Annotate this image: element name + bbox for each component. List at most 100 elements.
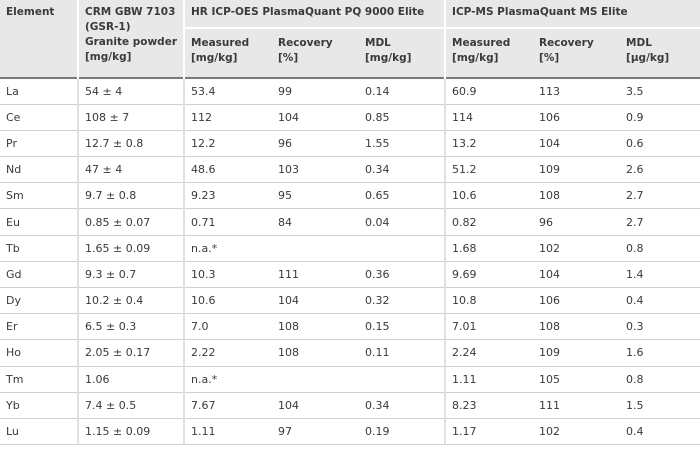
cell-crm-value: 47 ± 4: [78, 156, 185, 184]
cell-oes-recovery: 95: [272, 182, 359, 210]
cell-ms-recovery: 106: [533, 287, 621, 315]
col-header-ms-recovery: Recovery [%]: [533, 28, 621, 78]
cell-oes-recovery: [272, 366, 359, 393]
cell-ms-mdl: 0.6: [620, 130, 700, 158]
ms-mdl-unit: [µg/kg]: [626, 52, 670, 64]
group-header-ms-label: ICP-MS PlasmaQuant MS Elite: [452, 6, 628, 18]
cell-oes-measured: 0.71: [184, 208, 272, 236]
cell-ms-recovery: 106: [533, 104, 621, 131]
group-header-oes: HR ICP-OES PlasmaQuant PQ 9000 Elite: [184, 0, 447, 29]
cell-ms-measured: 9.69: [445, 261, 534, 289]
table-row: Gd 9.3 ± 0.7 10.3 111 0.36 9.69 104 1.4: [0, 261, 700, 289]
cell-ms-mdl: 2.6: [620, 156, 700, 184]
cell-oes-mdl: 0.19: [359, 418, 447, 446]
cell-ms-mdl: 0.4: [620, 418, 700, 446]
table-row: Dy 10.2 ± 0.4 10.6 104 0.32 10.8 106 0.4: [0, 287, 700, 315]
cell-oes-recovery: 99: [272, 76, 359, 105]
cell-oes-mdl: 0.14: [359, 76, 447, 105]
cell-element: Pr: [0, 130, 79, 158]
cell-crm-value: 1.06: [78, 366, 185, 393]
col-header-ms-mdl: MDL [µg/kg]: [620, 28, 700, 78]
oes-recovery-label: Recovery: [278, 37, 333, 49]
oes-measured-label: Measured: [191, 37, 250, 49]
cell-crm-value: 9.7 ± 0.8: [78, 182, 185, 210]
cell-ms-measured: 13.2: [445, 130, 534, 158]
cell-element: Er: [0, 313, 79, 341]
table-row: Ho 2.05 ± 0.17 2.22 108 0.11 2.24 109 1.6: [0, 339, 700, 367]
cell-ms-measured: 1.11: [445, 366, 534, 393]
cell-ms-mdl: 0.8: [620, 366, 700, 393]
cell-ms-recovery: 102: [533, 418, 621, 446]
col-header-oes-measured: Measured [mg/kg]: [184, 28, 272, 78]
cell-element: Tb: [0, 235, 79, 262]
cell-element: Gd: [0, 261, 79, 289]
cell-ms-measured: 8.23: [445, 392, 534, 419]
cell-ms-measured: 51.2: [445, 156, 534, 184]
cell-element: Yb: [0, 392, 79, 419]
cell-ms-measured: 10.6: [445, 182, 534, 210]
cell-oes-mdl: [359, 235, 447, 262]
cell-oes-mdl: [359, 366, 447, 393]
cell-ms-mdl: 0.8: [620, 235, 700, 262]
cell-oes-mdl: 0.65: [359, 182, 447, 210]
table-row: Eu 0.85 ± 0.07 0.71 84 0.04 0.82 96 2.7: [0, 208, 700, 236]
cell-oes-mdl: 0.15: [359, 313, 447, 341]
cell-element: Ce: [0, 104, 79, 131]
cell-oes-measured: 1.11: [184, 418, 272, 446]
table-row: Sm 9.7 ± 0.8 9.23 95 0.65 10.6 108 2.7: [0, 182, 700, 210]
cell-oes-recovery: 104: [272, 104, 359, 131]
cell-ms-measured: 7.01: [445, 313, 534, 341]
cell-oes-recovery: 111: [272, 261, 359, 289]
cell-ms-recovery: 96: [533, 208, 621, 236]
group-header-oes-label: HR ICP-OES PlasmaQuant PQ 9000 Elite: [191, 6, 425, 18]
col-header-element-label: Element: [6, 6, 55, 18]
cell-element: Nd: [0, 156, 79, 184]
cell-ms-recovery: 109: [533, 339, 621, 367]
col-header-oes-mdl: MDL [mg/kg]: [359, 28, 447, 78]
crm-header-line2: (GSR-1): [85, 21, 131, 33]
cell-crm-value: 54 ± 4: [78, 76, 185, 105]
cell-ms-mdl: 1.4: [620, 261, 700, 289]
cell-crm-value: 1.15 ± 0.09: [78, 418, 185, 446]
cell-ms-mdl: 2.7: [620, 182, 700, 210]
cell-element: Ho: [0, 339, 79, 367]
cell-ms-recovery: 102: [533, 235, 621, 262]
ms-measured-unit: [mg/kg]: [452, 52, 499, 64]
cell-ms-mdl: 0.9: [620, 104, 700, 131]
cell-ms-measured: 60.9: [445, 76, 534, 105]
cell-oes-mdl: 0.85: [359, 104, 447, 131]
cell-ms-measured: 2.24: [445, 339, 534, 367]
crm-header-line4: [mg/kg]: [85, 51, 132, 63]
crm-header-line1: CRM GBW 7103: [85, 6, 176, 18]
cell-oes-recovery: 104: [272, 287, 359, 315]
cell-oes-measured: 7.0: [184, 313, 272, 341]
table-row: La 54 ± 4 53.4 99 0.14 60.9 113 3.5: [0, 76, 700, 105]
cell-ms-mdl: 1.6: [620, 339, 700, 367]
cell-oes-recovery: 84: [272, 208, 359, 236]
table-row: Nd 47 ± 4 48.6 103 0.34 51.2 109 2.6: [0, 156, 700, 184]
cell-element: Lu: [0, 418, 79, 446]
cell-ms-mdl: 0.3: [620, 313, 700, 341]
cell-ms-mdl: 1.5: [620, 392, 700, 419]
cell-ms-measured: 10.8: [445, 287, 534, 315]
cell-oes-mdl: 1.55: [359, 130, 447, 158]
cell-ms-recovery: 109: [533, 156, 621, 184]
table-row: Ce 108 ± 7 112 104 0.85 114 106 0.9: [0, 104, 700, 131]
cell-oes-mdl: 0.32: [359, 287, 447, 315]
col-header-ms-measured: Measured [mg/kg]: [445, 28, 534, 78]
cell-element: Dy: [0, 287, 79, 315]
col-header-crm: CRM GBW 7103 (GSR-1) Granite powder [mg/…: [78, 0, 185, 78]
crm-header-line3: Granite powder: [85, 36, 177, 48]
cell-element: Eu: [0, 208, 79, 236]
cell-ms-recovery: 113: [533, 76, 621, 105]
cell-oes-measured: n.a.*: [184, 366, 272, 393]
cell-oes-recovery: 104: [272, 392, 359, 419]
cell-crm-value: 9.3 ± 0.7: [78, 261, 185, 289]
cell-oes-measured: 10.3: [184, 261, 272, 289]
col-header-oes-recovery: Recovery [%]: [272, 28, 359, 78]
table-row: Tb 1.65 ± 0.09 n.a.* 1.68 102 0.8: [0, 235, 700, 262]
cell-ms-recovery: 111: [533, 392, 621, 419]
cell-ms-recovery: 108: [533, 313, 621, 341]
cell-oes-recovery: 108: [272, 339, 359, 367]
cell-oes-mdl: 0.34: [359, 392, 447, 419]
